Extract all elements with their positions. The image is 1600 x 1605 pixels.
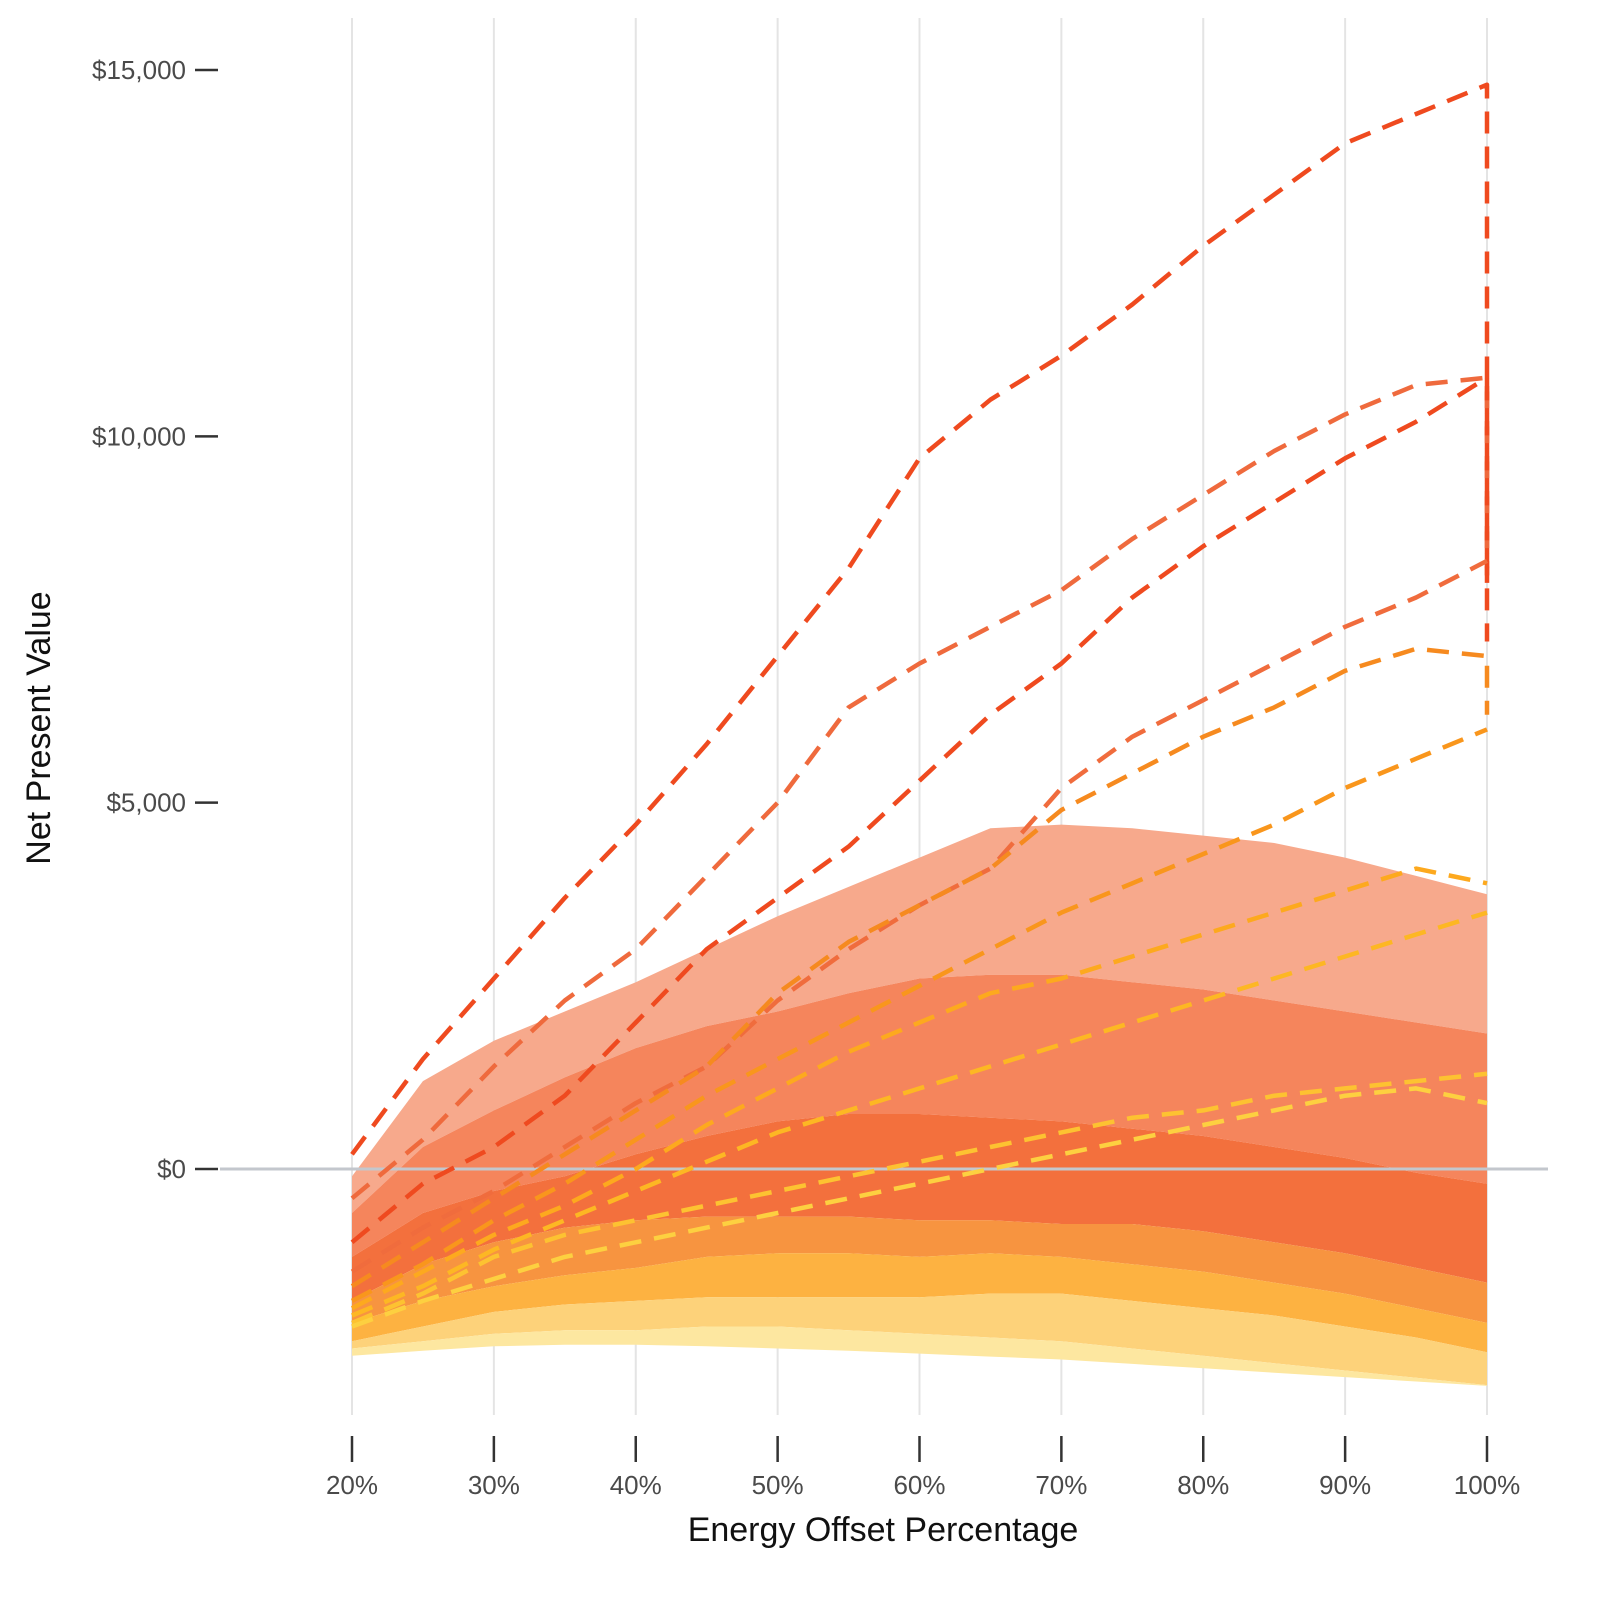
x-tick-label: 20% [326,1470,378,1500]
band-6 [352,1293,1487,1386]
dashed-series-2 [350,375,1490,1201]
dashed-series-8 [351,910,1488,1318]
band-3 [352,1114,1487,1301]
y-tick-label: $0 [157,1154,186,1184]
x-tick-label: 60% [893,1470,945,1500]
dashed-series-1 [350,82,1490,1156]
x-tick-label: 40% [610,1470,662,1500]
x-axis: 20% 30% 40% 50% 60% 70% 80% 90% 100% [326,1436,1520,1500]
x-tick-label: 100% [1454,1470,1521,1500]
x-tick-label: 80% [1177,1470,1229,1500]
band-5 [352,1253,1487,1353]
vertical-gridlines [351,18,1488,1415]
band-2 [352,974,1487,1257]
x-tick-label: 90% [1319,1470,1371,1500]
y-axis: $0 $5,000 $10,000 $15,000 [92,55,218,1184]
confidence-bands [352,824,1487,1386]
dashed-series-7 [350,866,1488,1311]
dashed-series [350,82,1490,1329]
band-7 [352,1326,1487,1386]
band-1 [352,824,1487,1213]
y-tick-label: $10,000 [92,421,186,451]
y-axis-title: Net Present Value [20,591,58,864]
x-tick-label: 50% [752,1470,804,1500]
x-axis-title: Energy Offset Percentage [688,1511,1079,1549]
dashed-series-6 [350,727,1488,1303]
dashed-series-3 [350,375,1490,1245]
x-tick-label: 70% [1035,1470,1087,1500]
x-tick-label: 30% [468,1470,520,1500]
y-tick-label: $15,000 [92,55,186,85]
y-tick-label: $5,000 [106,788,186,818]
